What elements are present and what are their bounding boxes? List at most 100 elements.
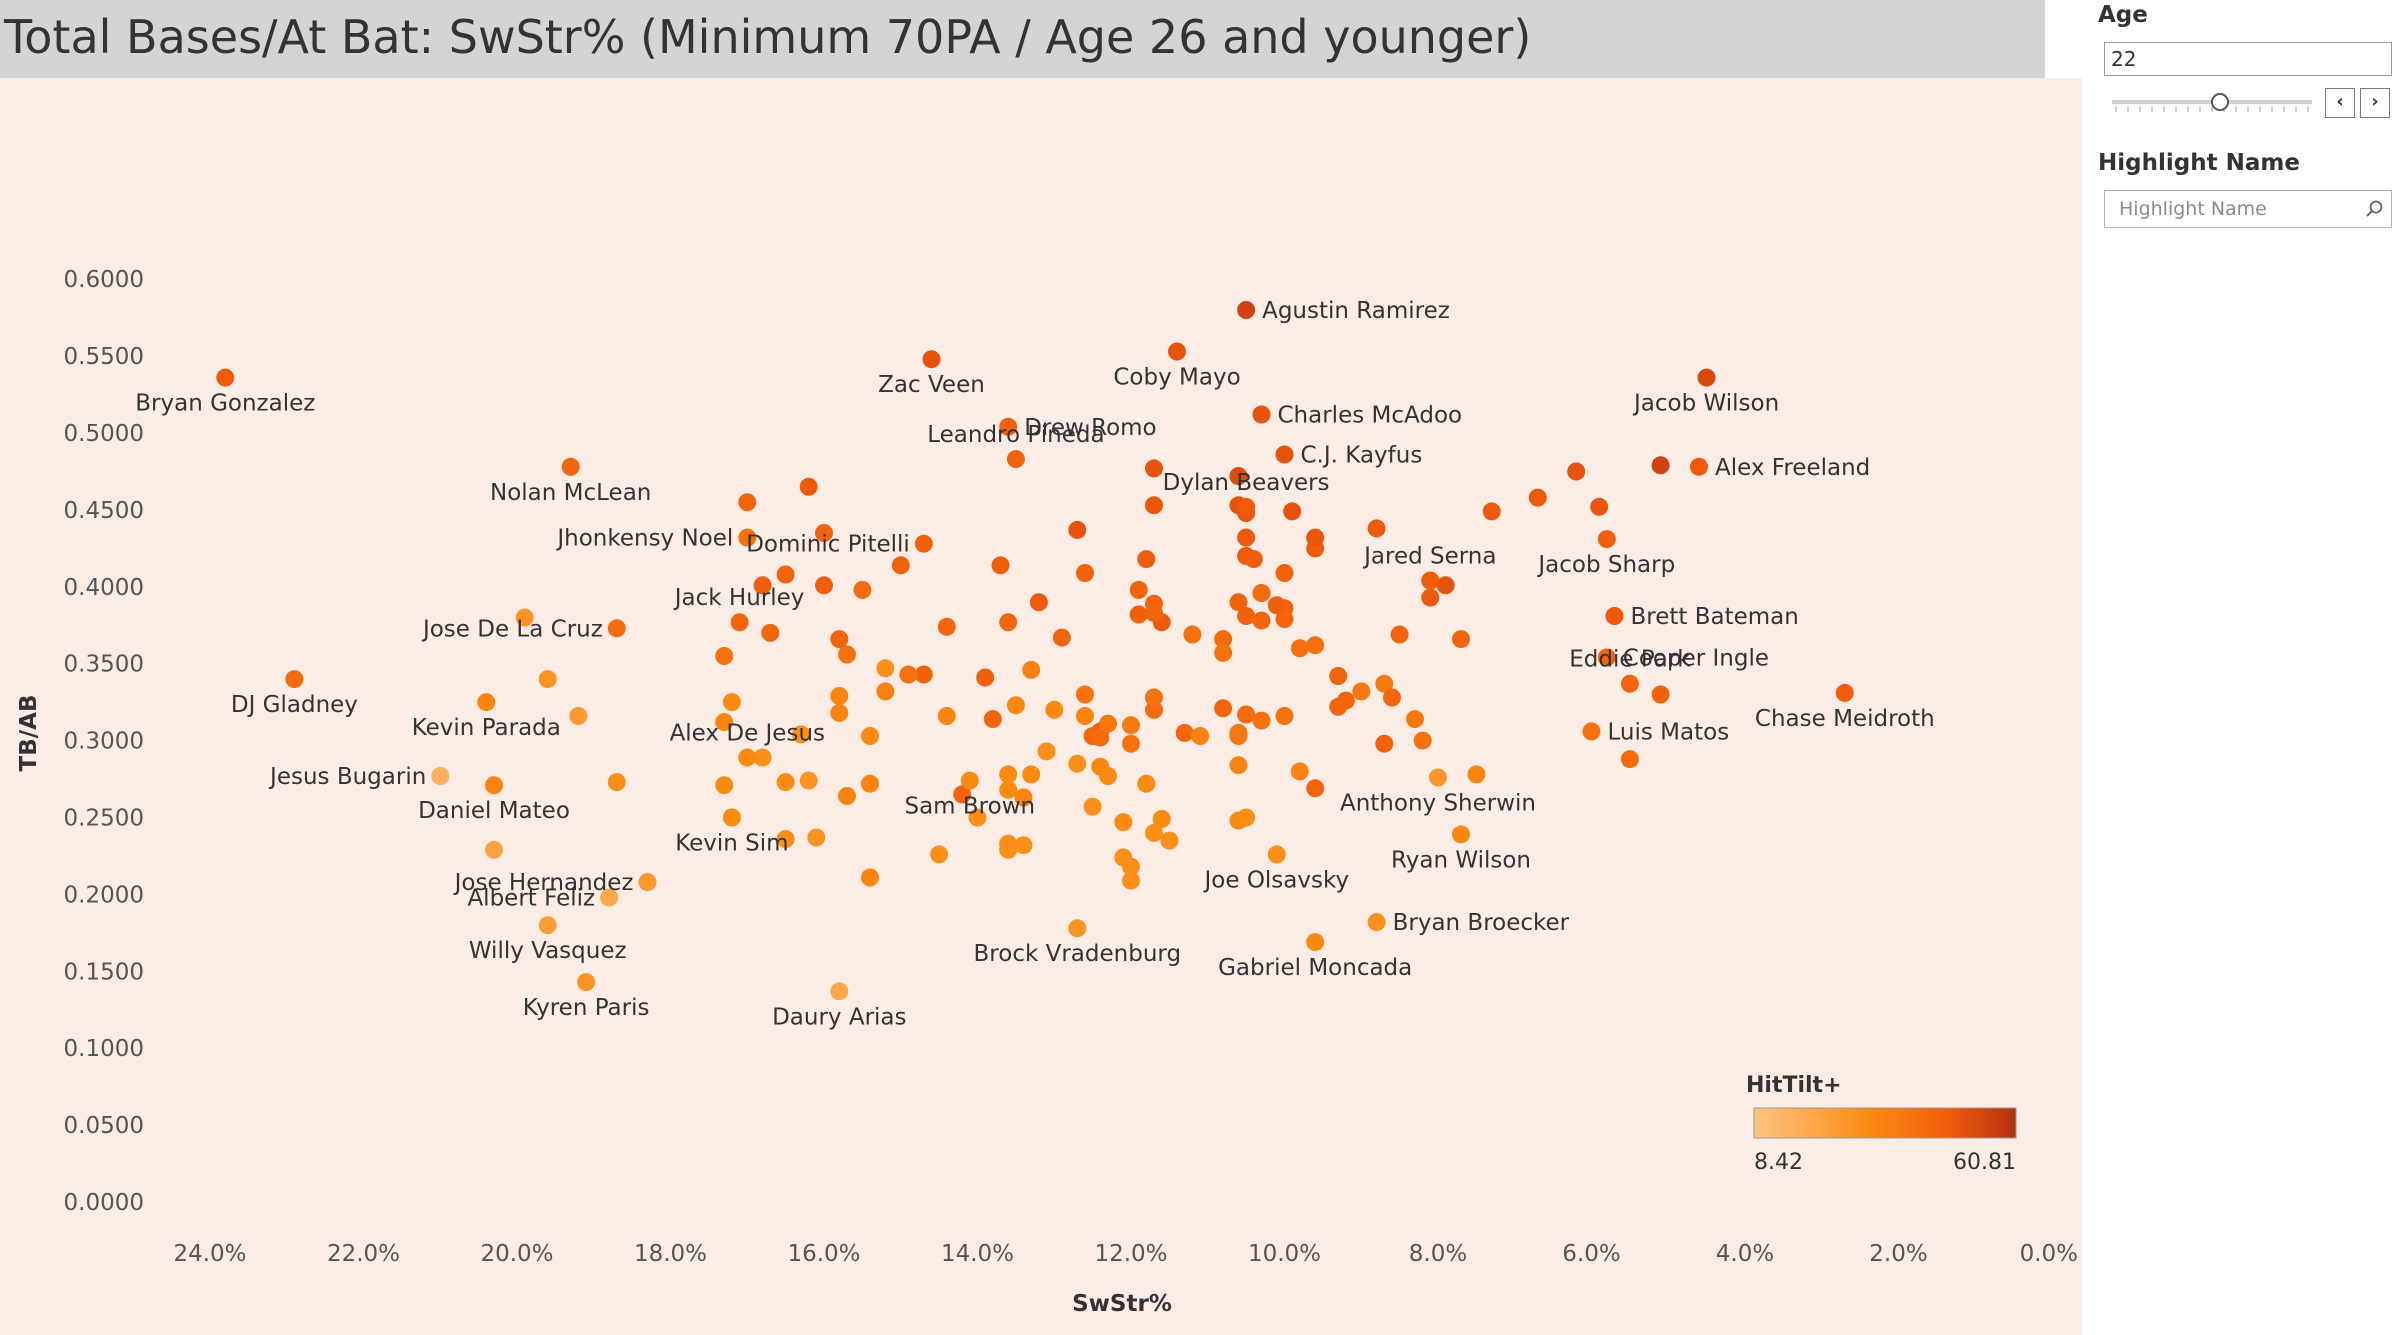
data-point[interactable] bbox=[1145, 459, 1163, 478]
data-point[interactable] bbox=[1413, 731, 1432, 750]
data-point[interactable] bbox=[776, 830, 795, 848]
labeled-data-point[interactable] bbox=[738, 528, 757, 547]
data-point[interactable] bbox=[1191, 727, 1210, 745]
data-point[interactable] bbox=[1014, 836, 1033, 855]
highlight-name-input[interactable] bbox=[2104, 190, 2392, 228]
data-point[interactable] bbox=[1367, 519, 1386, 538]
labeled-data-point[interactable] bbox=[1168, 342, 1186, 361]
labeled-data-point[interactable] bbox=[1605, 607, 1624, 625]
data-point[interactable] bbox=[1029, 593, 1048, 612]
labeled-data-point[interactable] bbox=[1835, 683, 1854, 702]
data-point[interactable] bbox=[799, 771, 818, 790]
data-point[interactable] bbox=[1306, 528, 1325, 547]
data-point[interactable] bbox=[937, 617, 956, 636]
data-point[interactable] bbox=[1229, 593, 1248, 612]
data-point[interactable] bbox=[776, 565, 795, 584]
data-point[interactable] bbox=[1590, 497, 1609, 516]
labeled-data-point[interactable] bbox=[1252, 405, 1271, 424]
labeled-data-point[interactable] bbox=[485, 776, 503, 795]
data-point[interactable] bbox=[861, 868, 879, 887]
data-point[interactable] bbox=[1122, 857, 1140, 876]
data-point[interactable] bbox=[1252, 611, 1271, 630]
data-point[interactable] bbox=[953, 785, 972, 804]
data-point[interactable] bbox=[830, 687, 849, 705]
data-point[interactable] bbox=[1137, 550, 1156, 569]
data-point[interactable] bbox=[991, 556, 1010, 575]
labeled-data-point[interactable] bbox=[1237, 301, 1256, 319]
labeled-data-point[interactable] bbox=[1429, 768, 1447, 787]
data-point[interactable] bbox=[1267, 596, 1286, 615]
data-point[interactable] bbox=[853, 580, 872, 599]
data-point[interactable] bbox=[838, 787, 856, 805]
data-point[interactable] bbox=[1452, 630, 1470, 649]
data-point[interactable] bbox=[838, 645, 856, 664]
data-point[interactable] bbox=[1390, 625, 1409, 644]
previous-age-button[interactable]: ‹ bbox=[2325, 88, 2355, 118]
data-point[interactable] bbox=[1076, 685, 1094, 704]
data-point[interactable] bbox=[753, 576, 772, 595]
data-point[interactable] bbox=[792, 725, 810, 744]
data-point[interactable] bbox=[1406, 710, 1424, 729]
labeled-data-point[interactable] bbox=[638, 873, 657, 892]
data-point[interactable] bbox=[607, 773, 626, 792]
labeled-data-point[interactable] bbox=[722, 808, 741, 827]
data-point[interactable] bbox=[976, 668, 995, 687]
data-point[interactable] bbox=[1352, 682, 1371, 701]
data-point[interactable] bbox=[1129, 580, 1148, 599]
data-point[interactable] bbox=[983, 710, 1002, 729]
data-point[interactable] bbox=[715, 647, 734, 665]
data-point[interactable] bbox=[1152, 810, 1171, 828]
labeled-data-point[interactable] bbox=[960, 771, 979, 790]
labeled-data-point[interactable] bbox=[1620, 674, 1639, 693]
labeled-data-point[interactable] bbox=[607, 619, 626, 638]
data-point[interactable] bbox=[830, 630, 849, 649]
data-point[interactable] bbox=[876, 682, 895, 701]
data-point[interactable] bbox=[1290, 762, 1309, 781]
data-point[interactable] bbox=[1237, 705, 1256, 724]
labeled-data-point[interactable] bbox=[830, 982, 849, 1001]
data-point[interactable] bbox=[1620, 750, 1639, 769]
data-point[interactable] bbox=[1175, 723, 1194, 742]
data-point[interactable] bbox=[753, 748, 772, 767]
data-point[interactable] bbox=[1145, 823, 1163, 842]
data-point[interactable] bbox=[1099, 714, 1117, 733]
data-point[interactable] bbox=[1528, 488, 1547, 507]
labeled-data-point[interactable] bbox=[477, 693, 496, 712]
data-point[interactable] bbox=[715, 713, 734, 732]
labeled-data-point[interactable] bbox=[1237, 497, 1256, 516]
data-point[interactable] bbox=[1022, 765, 1041, 784]
data-point[interactable] bbox=[999, 780, 1018, 799]
data-point[interactable] bbox=[1122, 716, 1140, 735]
labeled-data-point[interactable] bbox=[730, 613, 749, 632]
labeled-data-point[interactable] bbox=[538, 916, 557, 935]
data-point[interactable] bbox=[1145, 594, 1163, 613]
data-point[interactable] bbox=[1252, 711, 1271, 730]
labeled-data-point[interactable] bbox=[999, 417, 1018, 436]
data-point[interactable] bbox=[999, 765, 1018, 784]
data-point[interactable] bbox=[807, 828, 826, 847]
data-point[interactable] bbox=[1651, 685, 1670, 704]
data-point[interactable] bbox=[1091, 728, 1110, 747]
data-point[interactable] bbox=[1237, 607, 1256, 625]
data-point[interactable] bbox=[1214, 630, 1233, 649]
data-point[interactable] bbox=[722, 693, 741, 712]
labeled-data-point[interactable] bbox=[1275, 445, 1294, 464]
data-point[interactable] bbox=[1145, 496, 1163, 515]
data-point[interactable] bbox=[1229, 756, 1248, 775]
data-point[interactable] bbox=[815, 524, 833, 542]
labeled-data-point[interactable] bbox=[1690, 457, 1708, 476]
data-point[interactable] bbox=[1229, 811, 1248, 830]
data-point[interactable] bbox=[861, 727, 879, 745]
data-point[interactable] bbox=[1290, 639, 1309, 658]
data-point[interactable] bbox=[1275, 564, 1294, 582]
data-point[interactable] bbox=[1229, 467, 1248, 486]
data-point[interactable] bbox=[1022, 660, 1041, 679]
data-point[interactable] bbox=[1275, 707, 1294, 725]
data-point[interactable] bbox=[738, 493, 757, 512]
next-age-button[interactable]: › bbox=[2360, 88, 2390, 118]
labeled-data-point[interactable] bbox=[922, 350, 941, 369]
data-point[interactable] bbox=[1183, 625, 1202, 644]
data-point[interactable] bbox=[891, 556, 910, 575]
data-point[interactable] bbox=[715, 776, 734, 795]
data-point[interactable] bbox=[930, 845, 949, 864]
